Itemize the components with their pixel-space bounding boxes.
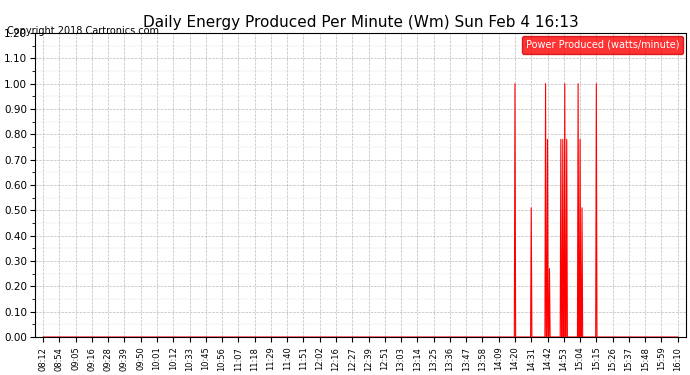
Legend: Power Produced (watts/minute): Power Produced (watts/minute) [522, 36, 683, 54]
Text: Copyright 2018 Cartronics.com: Copyright 2018 Cartronics.com [7, 26, 159, 36]
Title: Daily Energy Produced Per Minute (Wm) Sun Feb 4 16:13: Daily Energy Produced Per Minute (Wm) Su… [143, 15, 578, 30]
